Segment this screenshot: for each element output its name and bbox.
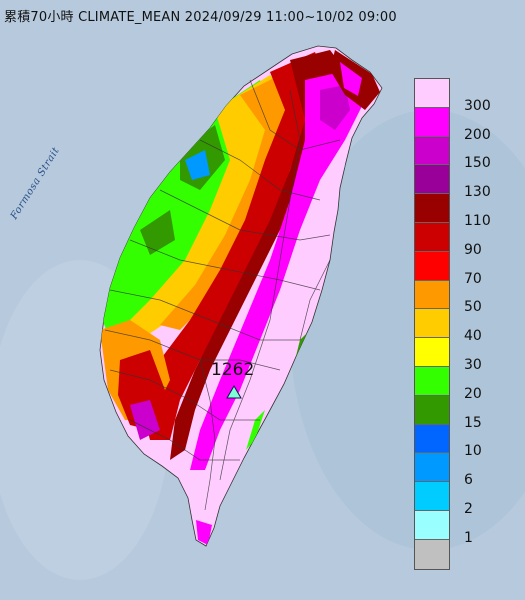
legend-swatch [415, 424, 449, 454]
legend-label: 2 [464, 501, 473, 517]
legend-swatch [415, 136, 449, 166]
legend-label: 300 [464, 97, 491, 114]
legend-swatch [415, 539, 449, 569]
legend-label: 70 [464, 270, 482, 287]
legend-swatch [415, 510, 449, 540]
legend-swatch [415, 482, 449, 511]
legend-swatch [415, 280, 449, 310]
legend-label: 90 [464, 241, 482, 258]
legend-swatch [415, 309, 449, 339]
legend-label: 150 [464, 155, 491, 172]
legend-swatch [415, 79, 449, 108]
legend-label: 50 [464, 299, 482, 316]
legend-swatch [415, 107, 449, 137]
map-title: 累積70小時 CLIMATE_MEAN 2024/09/29 11:00~10/… [4, 10, 397, 25]
legend-swatch [415, 194, 449, 223]
legend-label: 20 [464, 385, 482, 402]
legend-swatch [415, 338, 449, 367]
legend-label: 110 [464, 213, 491, 229]
legend-swatch [415, 165, 449, 195]
legend-label: 40 [464, 328, 482, 345]
color-legend [414, 78, 450, 570]
legend-swatch [415, 453, 449, 483]
legend-label: 6 [464, 472, 473, 489]
triangle-marker-icon [226, 385, 242, 399]
legend-label: 15 [464, 414, 482, 431]
legend-swatch [415, 395, 449, 425]
legend-swatch [415, 251, 449, 281]
legend-label: 30 [464, 357, 482, 373]
district-boundaries [104, 79, 341, 511]
legend-label: 1 [464, 529, 473, 546]
legend-label: 130 [464, 184, 491, 201]
rainfall-bands [100, 50, 380, 545]
legend-swatch [415, 366, 449, 396]
legend-label: 10 [464, 443, 482, 460]
legend-label: 200 [464, 126, 491, 143]
max-rainfall-value: 1262 [211, 360, 255, 380]
legend-swatch [415, 222, 449, 252]
